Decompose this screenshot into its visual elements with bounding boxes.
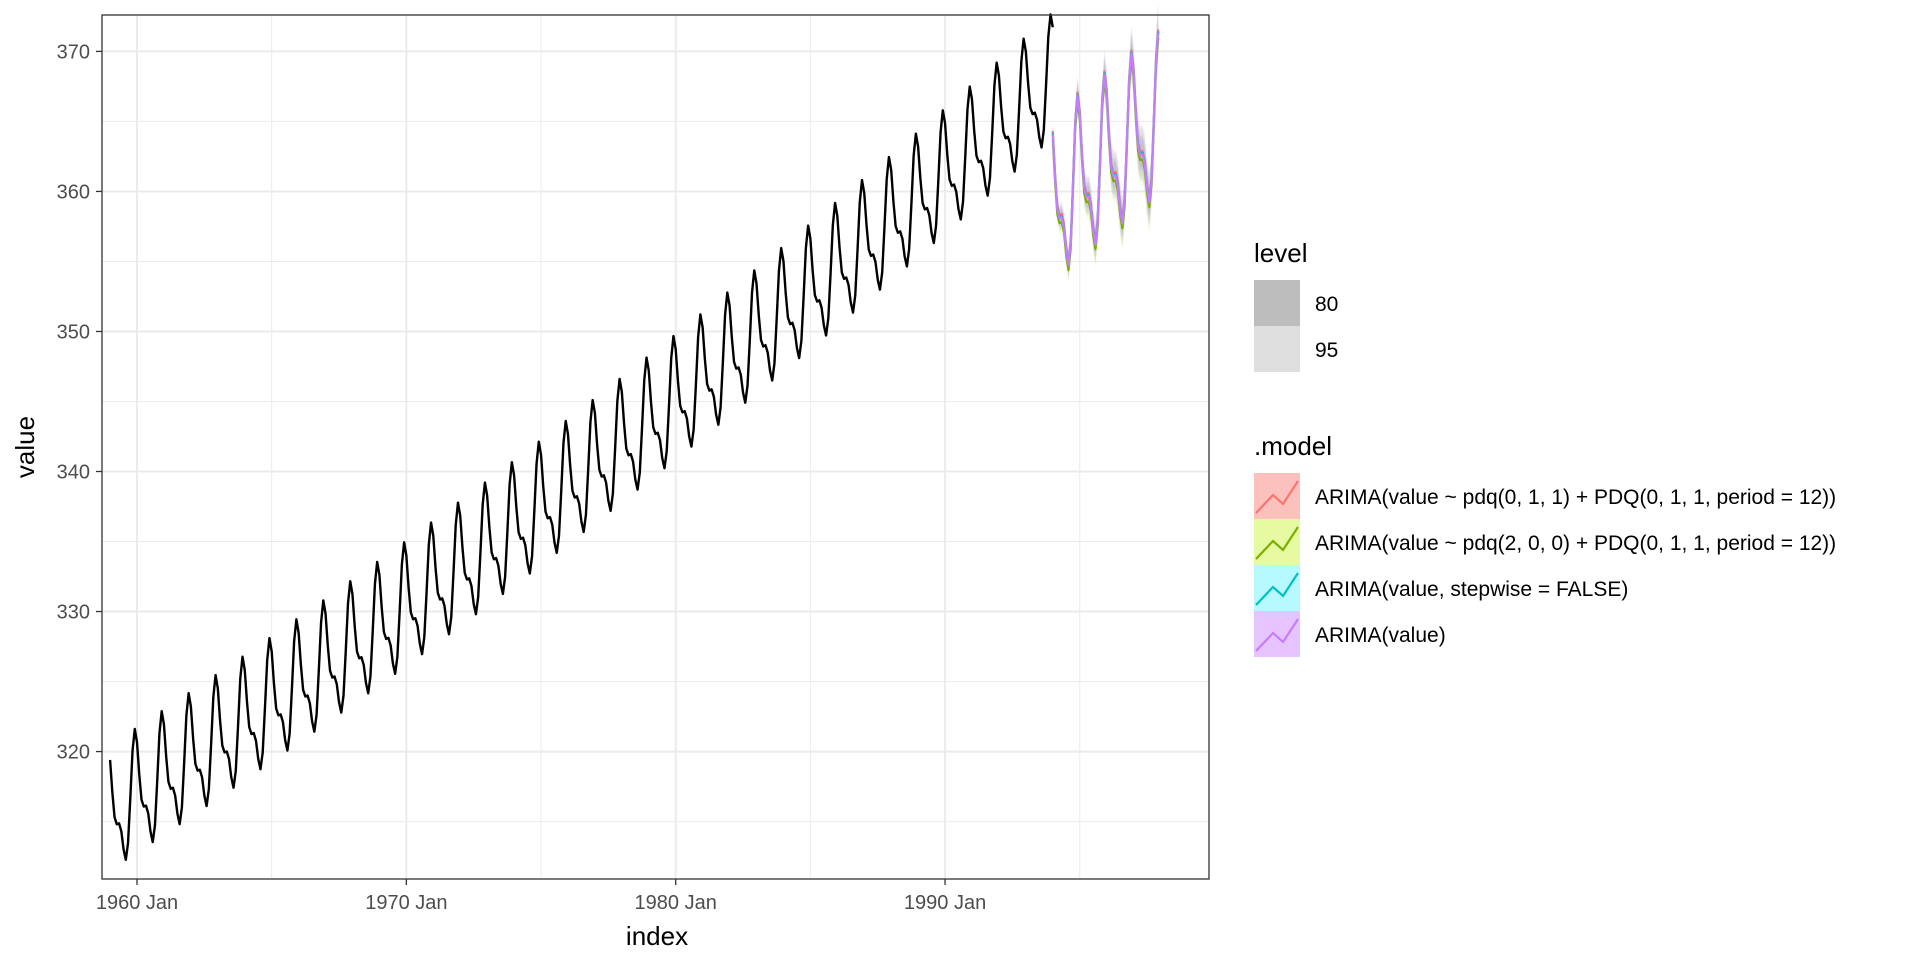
x-axis: 1960 Jan 1970 Jan 1980 Jan 1990 Jan [96,879,986,914]
grid-lines [102,15,1209,879]
y-tick-label: 350 [57,321,90,343]
x-tick-label: 1980 Jan [635,892,717,914]
legend-level-key [1254,326,1300,372]
legend-model-title: .model [1254,431,1332,461]
legend-model-key-line [1255,526,1299,560]
y-tick-label: 370 [57,41,90,63]
legend-model: .model ARIMA(value ~ pdq(0, 1, 1) + PDQ(… [1254,431,1836,657]
x-tick-label: 1990 Jan [904,892,986,914]
forecast-line-model-4 [1051,32,1160,267]
legend-model-key [1254,565,1300,611]
legend-model-key-line [1255,618,1299,652]
legend-model-key [1254,519,1300,565]
legend-level-key [1254,280,1300,326]
legend-model-label: ARIMA(value ~ pdq(2, 0, 0) + PDQ(0, 1, 1… [1315,532,1836,555]
x-axis-title: index [626,921,688,951]
x-tick-label: 1960 Jan [96,892,178,914]
forecast-band-95-model-3 [1052,3,1159,279]
x-tick-label: 1970 Jan [365,892,447,914]
legend-model-label: ARIMA(value, stepwise = FALSE) [1315,578,1628,601]
legend-model-key-line [1255,572,1299,606]
plot-panel [102,15,1209,879]
y-axis: 320 330 340 350 360 370 [57,41,102,764]
panel-background [102,15,1209,879]
legend-model-key [1254,611,1300,657]
observed-series-line [108,13,1054,861]
legend-level-title: level [1254,238,1307,268]
plot-border [101,14,1210,880]
series-lines [108,13,1160,861]
y-tick-label: 340 [57,462,90,484]
y-tick-label: 330 [57,602,90,624]
legend-level-label: 95 [1315,339,1338,362]
legend-level: level 80 95 [1254,238,1338,372]
legend-model-key-line [1255,480,1299,514]
legend-level-label: 80 [1315,293,1338,316]
y-axis-title: value [10,416,40,478]
forecast-band-95-model-2 [1052,10,1159,285]
panel-border [101,14,1210,880]
forecast-band-95-model-4 [1052,5,1159,280]
legend-model-label: ARIMA(value ~ pdq(0, 1, 1) + PDQ(0, 1, 1… [1315,486,1836,509]
y-tick-label: 360 [57,181,90,203]
legend-model-key [1254,473,1300,519]
legend-model-label: ARIMA(value) [1315,624,1446,647]
y-tick-label: 320 [57,742,90,764]
